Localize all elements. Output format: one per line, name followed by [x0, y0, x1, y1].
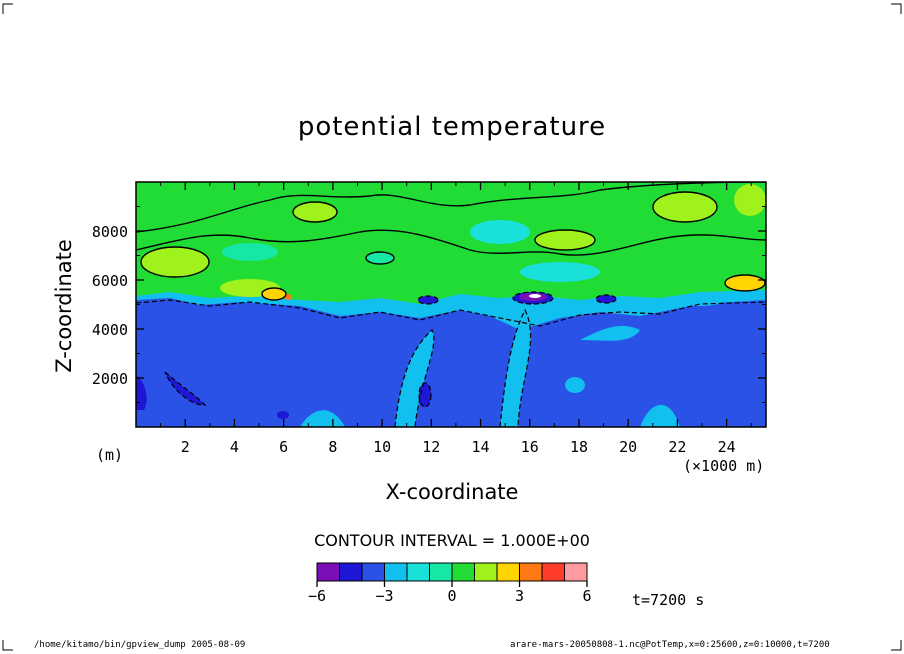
chart-title: potential temperature: [297, 112, 607, 142]
x-tick-label: 4: [230, 438, 239, 456]
x-axis-label: X-coordinate: [385, 480, 519, 504]
yellow-patch: [262, 288, 286, 300]
plume: [675, 294, 725, 306]
white-core: [529, 294, 541, 298]
y-tick-label: 2000: [92, 370, 128, 388]
darkblue-patch: [419, 383, 431, 407]
colorbar-tick-label: −3: [375, 587, 393, 605]
colorbar-swatch: [519, 562, 543, 582]
x-tick-label: 10: [373, 438, 391, 456]
colorbar-tick-label: −6: [308, 587, 326, 605]
x-tick-label: 14: [472, 438, 490, 456]
footer-right-text: arare-mars-20050808-1.nc@PotTemp,x=0:256…: [510, 640, 830, 650]
colorbar-swatch: [316, 562, 340, 582]
darkblue-patch: [596, 295, 616, 303]
time-label: t=7200 s: [632, 591, 705, 609]
plume: [580, 325, 640, 341]
colorbar-swatch: [384, 562, 408, 582]
x-tick-label: 16: [521, 438, 539, 456]
colorbar-swatch: [429, 562, 453, 582]
dashed-contour-lines: [136, 291, 766, 427]
x-axis-unit: (×1000 m): [683, 457, 765, 475]
x-tick-label: 18: [570, 438, 588, 456]
corner-marks: [2, 3, 902, 651]
plume: [395, 330, 434, 427]
colorbar-swatch: [474, 562, 498, 582]
darkblue-patch: [136, 375, 147, 410]
x-tick-label: 24: [718, 438, 736, 456]
darkblue-patch: [418, 296, 438, 304]
colorbar-tick-label: 3: [515, 587, 524, 605]
plume: [565, 377, 585, 393]
plume: [500, 310, 531, 427]
lime-patch: [535, 230, 595, 250]
y-tick-label: 6000: [92, 272, 128, 290]
y-axis-ticks: 2000 4000 6000 8000: [92, 206, 766, 403]
y-tick-label: 8000: [92, 223, 128, 241]
lime-patch: [141, 247, 209, 277]
cyan-patch: [470, 220, 530, 244]
cyan-patch: [520, 262, 600, 282]
darkblue-patch: [277, 411, 289, 419]
x-tick-label: 6: [279, 438, 288, 456]
teal-patch: [366, 252, 394, 264]
colorbar-swatch: [361, 562, 385, 582]
colorbar: −6 −3 0 3 6: [308, 562, 592, 605]
yellow-patch: [725, 275, 765, 291]
colorbar-swatch: [496, 562, 520, 582]
x-axis-ticks: 2 4 6 8 10 12 14 16 18 20 22 24: [160, 182, 752, 456]
contour-lines: [136, 182, 766, 301]
x-tick-label: 12: [422, 438, 440, 456]
contour-interval-text: CONTOUR INTERVAL = 1.000E+00: [314, 531, 590, 550]
colorbar-swatch: [541, 562, 565, 582]
colorbar-swatch: [451, 562, 475, 582]
y-tick-label: 4000: [92, 321, 128, 339]
lime-patch: [653, 192, 717, 222]
footer-left-text: /home/kitamo/bin/gpview_dump 2005-08-09: [34, 640, 246, 650]
colorbar-swatch: [406, 562, 430, 582]
colorbar-swatch: [339, 562, 363, 582]
colorbar-swatch: [564, 562, 588, 582]
x-tick-label: 8: [328, 438, 337, 456]
x-tick-label: 22: [668, 438, 686, 456]
colorbar-tick-label: 0: [447, 587, 456, 605]
plume: [300, 410, 345, 427]
x-tick-label: 20: [619, 438, 637, 456]
y-axis-unit: (m): [96, 446, 124, 464]
plume: [640, 404, 680, 427]
teal-patch: [222, 243, 278, 261]
lime-patch: [734, 184, 766, 216]
plot-area: [136, 182, 766, 427]
colorbar-tick-label: 6: [582, 587, 591, 605]
lime-patch: [293, 202, 337, 222]
x-tick-label: 2: [181, 438, 190, 456]
